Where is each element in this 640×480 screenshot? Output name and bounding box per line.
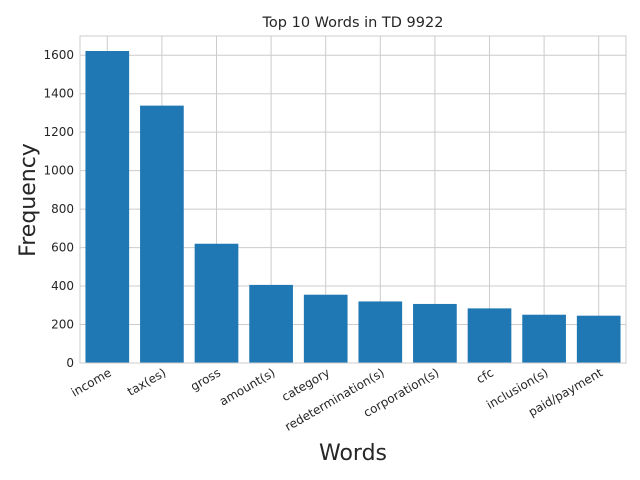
bar-tax-es	[140, 105, 184, 363]
y-tick-label: 200	[51, 318, 74, 332]
y-tick-label: 1400	[43, 87, 74, 101]
y-tick-label: 1200	[43, 125, 74, 139]
bar-gross	[194, 243, 239, 363]
plot-frame	[79, 35, 627, 364]
x-tick-label: cfc	[474, 365, 496, 386]
bar-corporation-s	[413, 303, 457, 363]
bar-redetermination-s	[358, 301, 403, 363]
bar-cfc	[467, 308, 512, 363]
y-axis-label: Frequency	[16, 143, 41, 257]
bars	[85, 51, 621, 363]
y-tick-label: 1600	[43, 48, 74, 62]
bar-amount-s	[249, 284, 293, 363]
bar-inclusion-s	[522, 314, 566, 363]
x-axis-label: Words	[319, 441, 387, 466]
bar-category	[303, 294, 348, 363]
x-tick-label: income	[69, 365, 114, 399]
y-tick-label: 600	[51, 241, 74, 255]
x-tick-label: tax(es)	[125, 365, 169, 398]
x-tick-label: amount(s)	[217, 365, 278, 408]
y-tick-label: 1000	[43, 164, 74, 178]
y-tick-label: 0	[66, 356, 74, 370]
y-axis-ticks: 0 200 400 600 800 1000 1200 1400 1600	[43, 48, 74, 370]
y-tick-label: 400	[51, 279, 74, 293]
y-tick-label: 800	[51, 202, 74, 216]
x-tick-label: redetermination(s)	[282, 365, 386, 433]
chart-title: Top 10 Words in TD 9922	[262, 15, 444, 31]
bar-income	[85, 51, 130, 363]
x-tick-label: gross	[188, 365, 223, 393]
bar-paid-payment	[576, 315, 621, 363]
